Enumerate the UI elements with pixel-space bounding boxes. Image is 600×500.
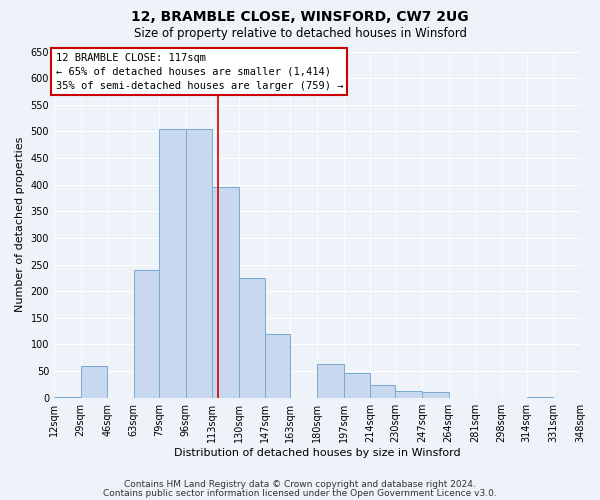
Bar (317, 364, 344, 398)
Bar (159, 128, 185, 398)
Bar (527, 396, 553, 398)
Bar (422, 392, 449, 398)
Text: Contains public sector information licensed under the Open Government Licence v3: Contains public sector information licen… (103, 488, 497, 498)
X-axis label: Distribution of detached houses by size in Winsford: Distribution of detached houses by size … (174, 448, 460, 458)
Text: Size of property relative to detached houses in Winsford: Size of property relative to detached ho… (133, 28, 467, 40)
Text: 12 BRAMBLE CLOSE: 117sqm
← 65% of detached houses are smaller (1,414)
35% of sem: 12 BRAMBLE CLOSE: 117sqm ← 65% of detach… (56, 52, 343, 90)
Bar (344, 372, 370, 398)
Bar (370, 385, 395, 398)
Bar (212, 188, 239, 398)
Text: Contains HM Land Registry data © Crown copyright and database right 2024.: Contains HM Land Registry data © Crown c… (124, 480, 476, 489)
Bar (265, 334, 290, 398)
Bar (395, 392, 422, 398)
Bar (239, 278, 265, 398)
Bar (54, 396, 80, 398)
Bar (134, 270, 159, 398)
Text: 12, BRAMBLE CLOSE, WINSFORD, CW7 2UG: 12, BRAMBLE CLOSE, WINSFORD, CW7 2UG (131, 10, 469, 24)
Bar (185, 128, 212, 398)
Bar (80, 366, 107, 398)
Y-axis label: Number of detached properties: Number of detached properties (15, 137, 25, 312)
